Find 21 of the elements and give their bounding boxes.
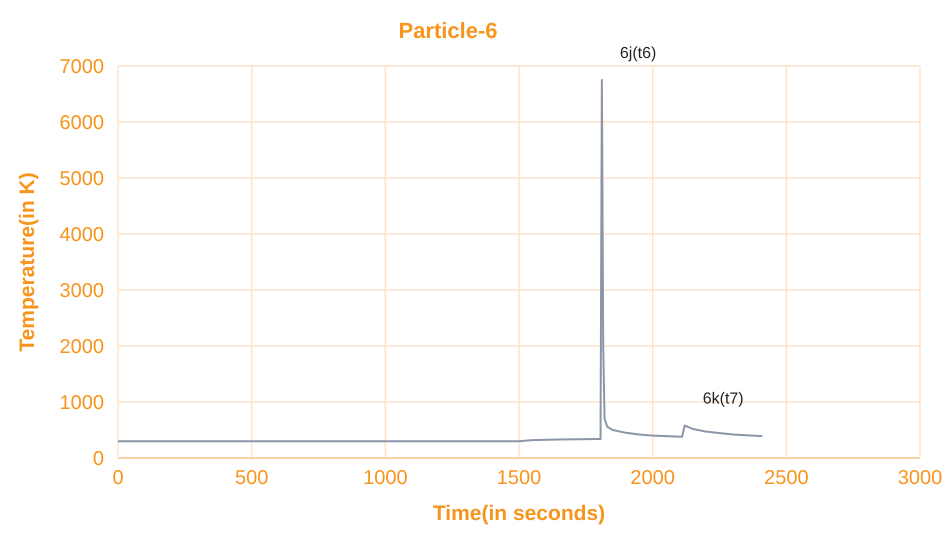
y-tick-label: 7000 [60,56,104,78]
line-series [117,79,764,442]
x-tick-label: 1000 [363,467,408,489]
y-tick-label: 2000 [60,336,104,358]
y-tick-label: 4000 [60,224,104,246]
y-tick-label: 6000 [60,112,104,134]
x-tick-label: 1500 [496,467,542,489]
chart-title: Particle-6 [398,18,498,43]
x-tick-label: 2000 [630,467,675,489]
y-tick-label: 3000 [60,280,104,302]
y-axis-title: Temperature(in K) [16,172,39,352]
y-tick-label: 1000 [60,392,104,414]
x-axis-title: Time(in seconds) [432,502,606,525]
y-tick-label: 0 [92,448,104,470]
x-tick-label: 0 [112,467,124,489]
annotation: 6j(t6) [620,45,656,62]
x-tick-label: 500 [234,467,268,489]
x-tick-label: 3000 [898,467,942,489]
annotation: 6k(t7) [702,390,744,408]
x-tick-label: 2500 [764,467,809,489]
y-tick-label: 5000 [60,168,104,190]
